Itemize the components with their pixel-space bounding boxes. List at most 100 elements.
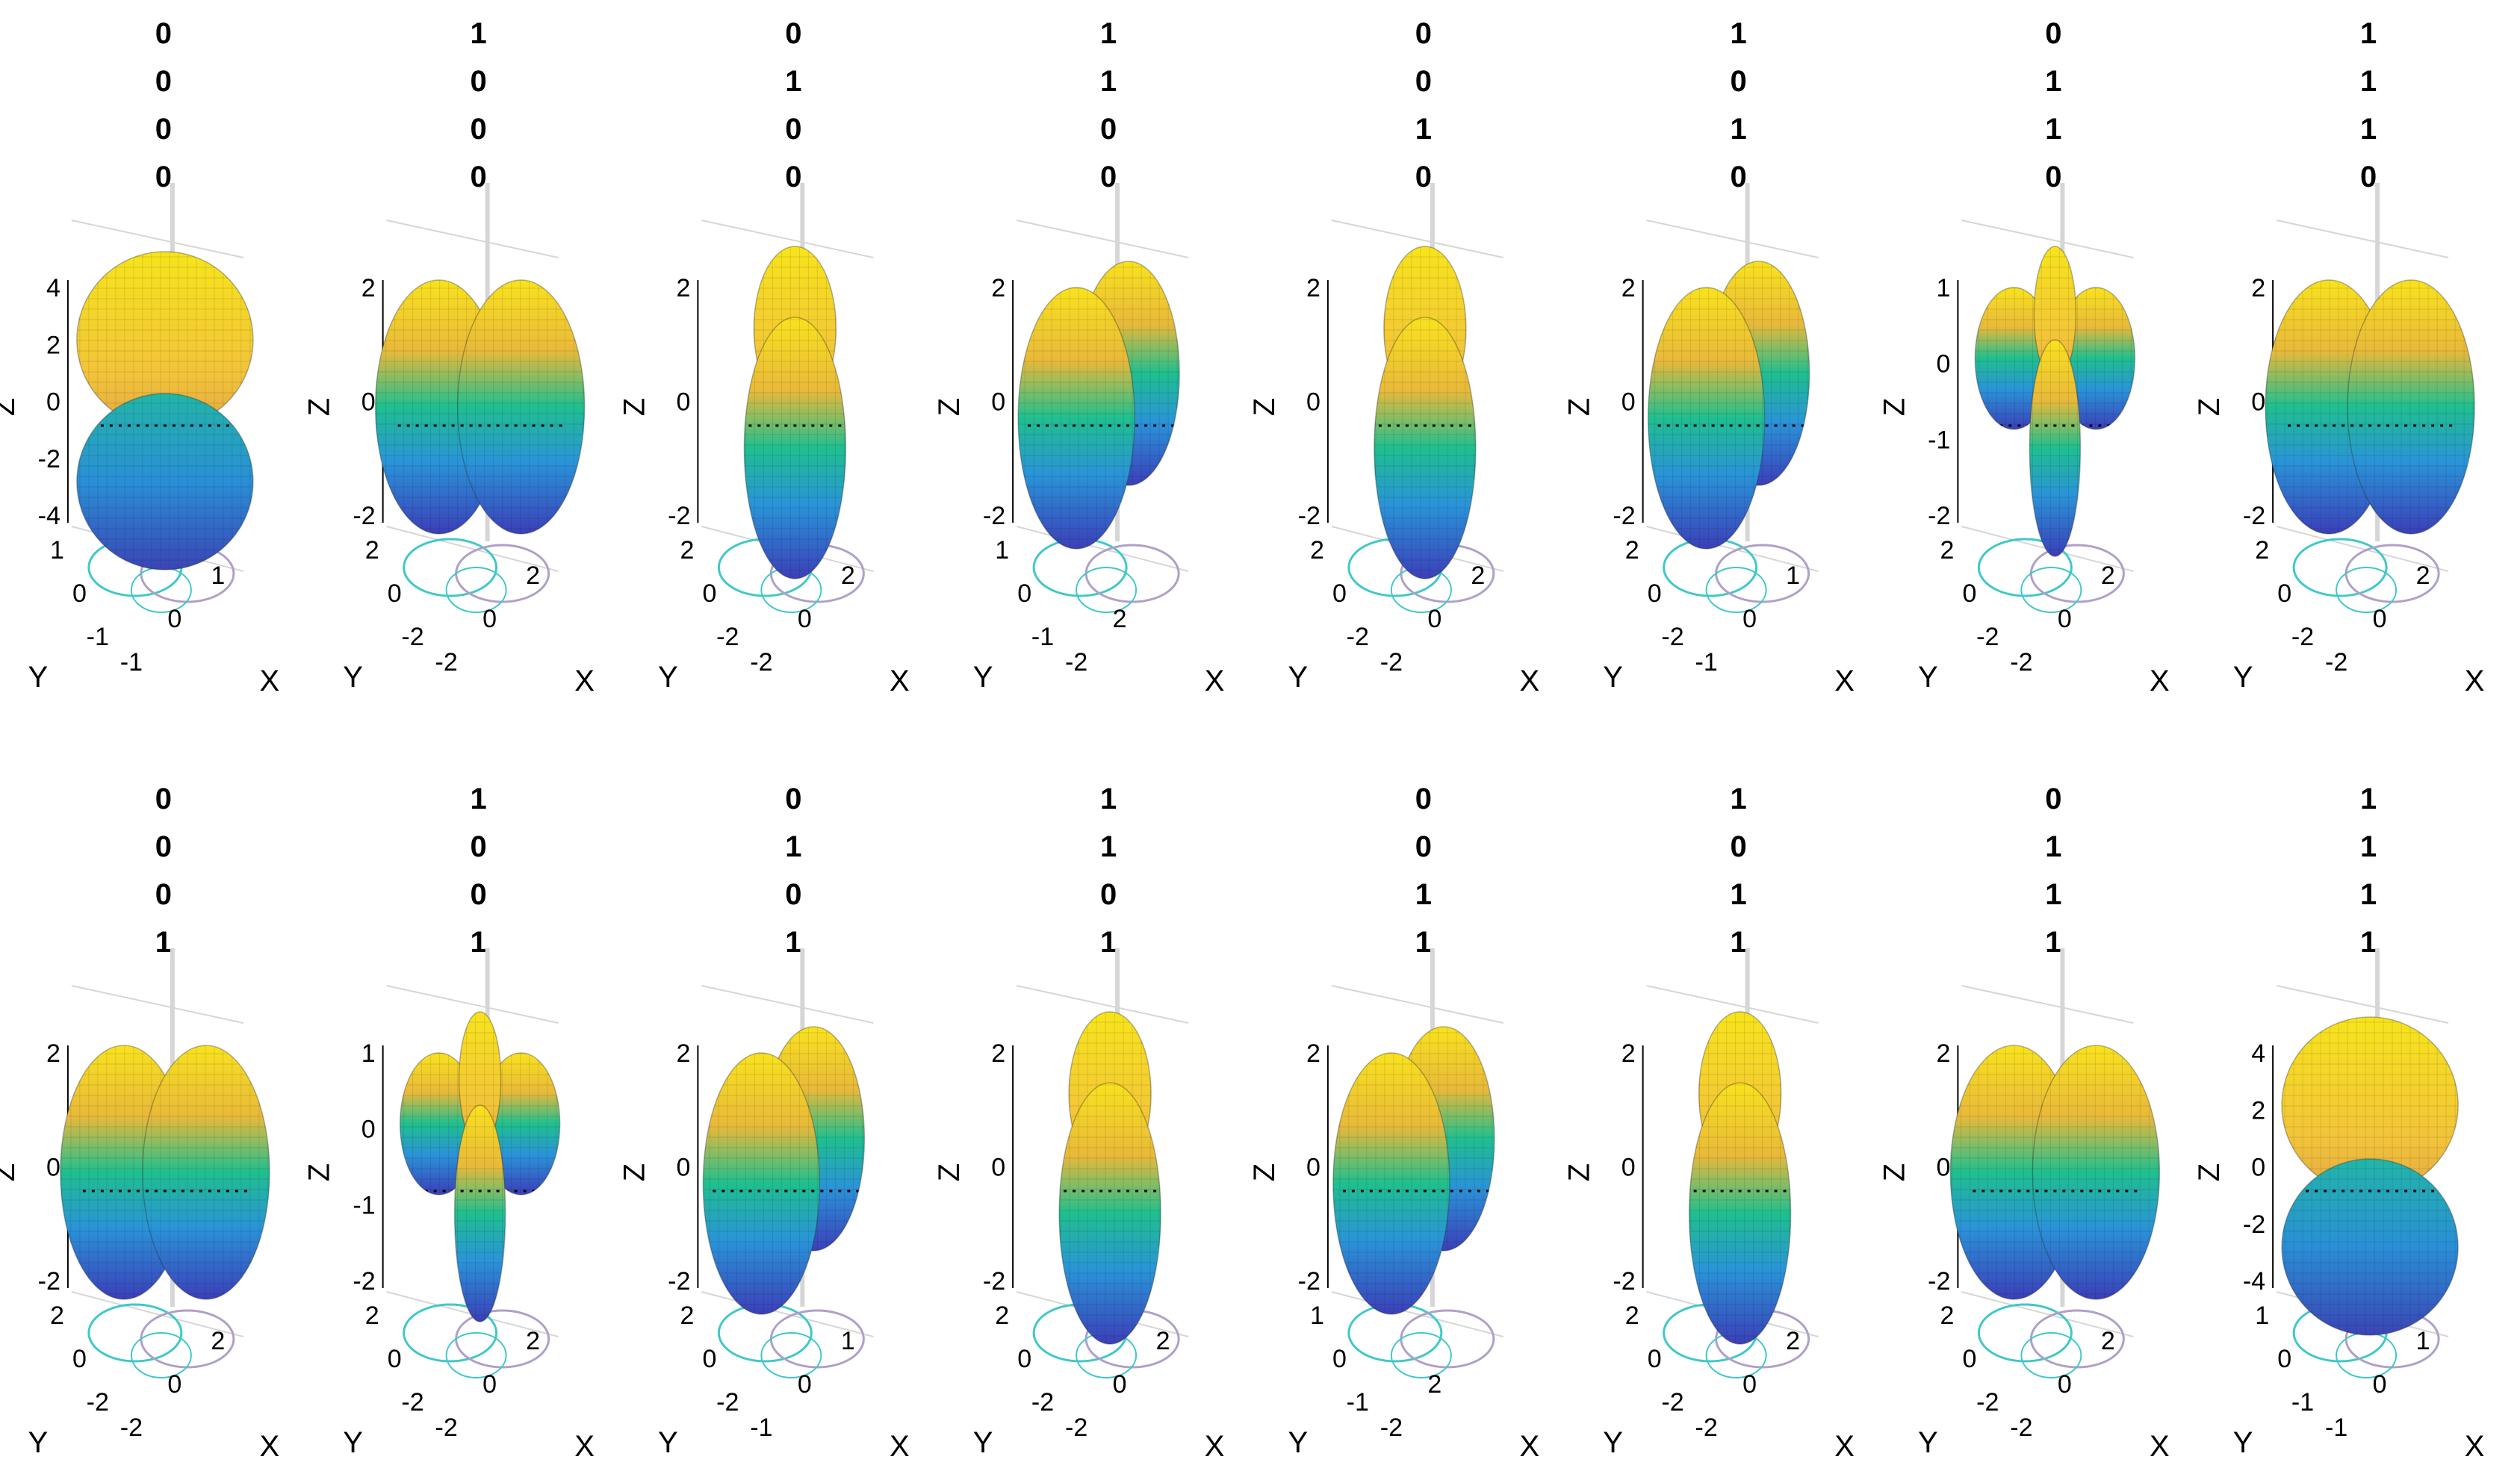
- contour-line: [1390, 1332, 1452, 1378]
- y-axis-label: Y: [1603, 661, 1623, 694]
- z-tick-label: -2: [668, 502, 690, 530]
- contour-line: [403, 1303, 498, 1363]
- contour-line: [445, 1332, 507, 1378]
- title-bit: 1: [1731, 17, 1747, 50]
- x-axis-label: X: [1520, 665, 1540, 697]
- title-bit: 1: [2045, 878, 2061, 911]
- x-tick-label: 2: [1471, 562, 1485, 590]
- y-axis-label: Y: [1603, 1426, 1623, 1459]
- title-bit: 0: [2360, 161, 2377, 193]
- grid-line: [1016, 220, 1189, 258]
- title-bit: 1: [2360, 17, 2377, 50]
- title-bit: 0: [155, 17, 172, 50]
- surface: [2265, 279, 2475, 535]
- z-axis-label: Z: [2193, 1163, 2226, 1181]
- z-tick-label: 0: [991, 388, 1005, 417]
- y-tick-label: 2: [1625, 536, 1639, 565]
- contour-line: [445, 567, 507, 613]
- x-tick-label: -2: [1380, 648, 1403, 677]
- x-tick-label: 2: [1156, 1327, 1170, 1355]
- grid-line: [2276, 526, 2449, 572]
- contour-line: [760, 1332, 822, 1378]
- y-axis-label: Y: [973, 1426, 993, 1459]
- grid-line: [1646, 220, 1819, 258]
- x-tick-label: 0: [1742, 605, 1757, 633]
- y-tick-label: -2: [1347, 623, 1369, 651]
- title-bit: 1: [1731, 926, 1747, 959]
- title-bit: 0: [1415, 830, 1432, 863]
- x-tick-label: -2: [2010, 648, 2032, 677]
- y-axis-label: Y: [1288, 661, 1309, 694]
- z-axis-label: Z: [933, 1163, 966, 1181]
- x-tick-label: -2: [1695, 1414, 1718, 1442]
- z-axis-label: Z: [2193, 398, 2226, 416]
- title-bit: 0: [1731, 161, 1747, 193]
- y-tick-label: 2: [365, 536, 379, 565]
- x-tick-label: -1: [750, 1414, 772, 1442]
- title-bit: 1: [2045, 113, 2061, 146]
- z-tick-label: 2: [991, 1039, 1005, 1068]
- x-axis-label: X: [2150, 1430, 2170, 1463]
- y-tick-label: 0: [702, 1345, 716, 1373]
- y-tick-label: 0: [1648, 579, 1662, 608]
- z-tick-label: -2: [2243, 1210, 2265, 1239]
- y-tick-label: 2: [1625, 1302, 1639, 1330]
- x-tick-label: -2: [435, 1414, 458, 1442]
- surface-lobe: [2281, 1158, 2459, 1336]
- z-tick-label: 2: [2251, 1096, 2265, 1125]
- y-tick-label: 1: [2255, 1302, 2269, 1330]
- contour-line: [1076, 567, 1138, 613]
- surface-lobe: [1332, 1052, 1450, 1315]
- title-bit: 1: [1415, 926, 1432, 959]
- x-tick-label: -1: [120, 648, 143, 677]
- z-tick-label: 0: [1306, 1154, 1320, 1182]
- y-tick-label: -2: [716, 1388, 739, 1417]
- title-bit: 0: [471, 878, 487, 911]
- y-tick-label: 0: [388, 579, 402, 608]
- title-bit: 1: [1415, 878, 1432, 911]
- z-axis-label: Z: [0, 1163, 21, 1181]
- contour-line: [1400, 1309, 1495, 1369]
- x-tick-label: 2: [1113, 605, 1127, 633]
- z-tick-label: -2: [1613, 502, 1635, 530]
- z-tick-label: 0: [676, 388, 690, 417]
- surface-lobe: [1017, 287, 1135, 550]
- contour-line: [1977, 538, 2073, 597]
- z-axis-label: Z: [1563, 398, 1596, 416]
- z-tick-label: -2: [983, 502, 1005, 530]
- x-tick-label: 0: [2373, 605, 2387, 633]
- x-axis-label: X: [574, 1430, 595, 1463]
- z-tick-label: -2: [353, 502, 375, 530]
- grid-line: [386, 985, 559, 1024]
- y-tick-label: 0: [2277, 579, 2291, 608]
- surface: [1974, 246, 2136, 557]
- title-bit: 0: [2045, 17, 2061, 50]
- grid-line: [2276, 220, 2449, 258]
- grid-line: [386, 526, 559, 572]
- grid-line: [1961, 985, 2134, 1024]
- contour-line: [2336, 567, 2398, 613]
- title-bit: 1: [471, 17, 487, 50]
- title-bit: 1: [2360, 878, 2377, 911]
- title-bit: 1: [785, 65, 801, 98]
- y-tick-label: 2: [365, 1302, 379, 1330]
- title-bit: 1: [1100, 17, 1117, 50]
- surface: [1647, 261, 1810, 550]
- contour-line: [1977, 1303, 2073, 1363]
- z-tick-label: -2: [1613, 1267, 1635, 1296]
- y-axis-label: Y: [343, 1426, 363, 1459]
- title-bit: 0: [785, 17, 801, 50]
- y-tick-label: -2: [1976, 1388, 1999, 1417]
- z-tick-label: 2: [1936, 1039, 1950, 1068]
- z-tick-label: 2: [1621, 1039, 1636, 1068]
- x-axis-label: X: [2150, 665, 2170, 697]
- y-tick-label: 0: [72, 579, 87, 608]
- z-tick-label: 0: [1621, 1154, 1636, 1182]
- title-bit: 1: [1731, 113, 1747, 146]
- x-tick-label: 0: [798, 605, 812, 633]
- x-tick-label: -2: [1065, 1414, 1087, 1442]
- z-tick-label: -4: [2243, 1267, 2265, 1296]
- title-bit: 1: [2360, 926, 2377, 959]
